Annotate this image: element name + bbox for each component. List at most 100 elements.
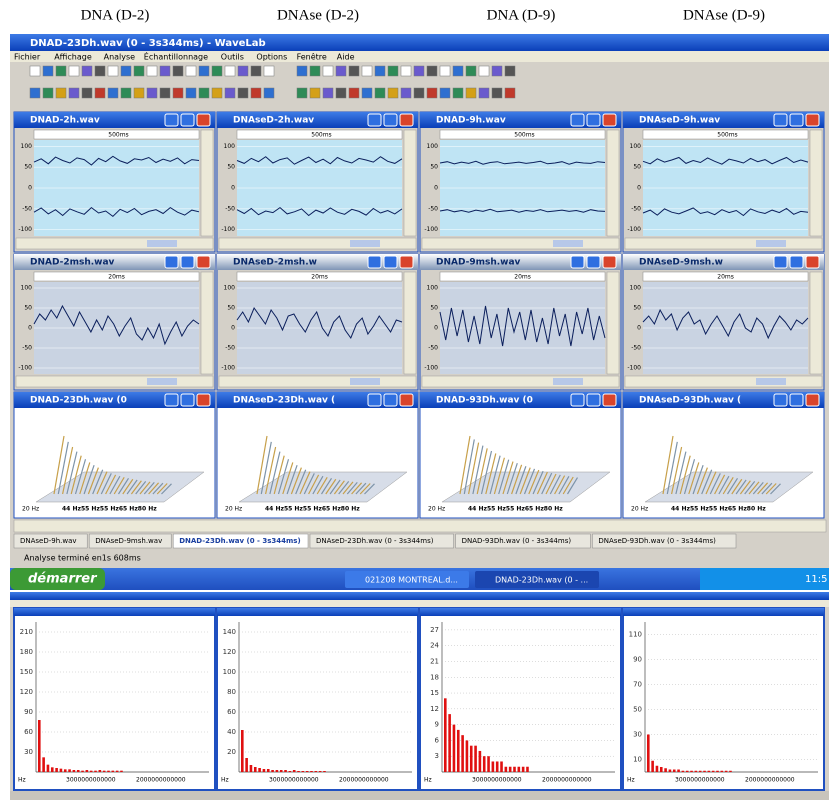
toolbar-icon[interactable] xyxy=(172,65,184,77)
scroll-thumb[interactable] xyxy=(147,240,177,247)
toolbar-icon[interactable] xyxy=(504,87,516,99)
toolbar-icon[interactable] xyxy=(29,65,41,77)
window-button[interactable] xyxy=(367,255,382,269)
toolbar-icon[interactable] xyxy=(94,65,106,77)
menu-item[interactable]: Outils xyxy=(221,53,244,62)
toolbar-icon[interactable] xyxy=(159,87,171,99)
window-button[interactable] xyxy=(399,113,414,127)
toolbar-icon[interactable] xyxy=(146,65,158,77)
toolbar-icon[interactable] xyxy=(309,87,321,99)
toolbar-icon[interactable] xyxy=(387,65,399,77)
toolbar-icon[interactable] xyxy=(426,65,438,77)
toolbar-icon[interactable] xyxy=(400,87,412,99)
menu-item[interactable]: Échantillonnage xyxy=(144,51,208,62)
toolbar-icon[interactable] xyxy=(55,87,67,99)
menu-item[interactable]: Aide xyxy=(337,53,355,62)
window-button[interactable] xyxy=(383,393,398,407)
window-button[interactable] xyxy=(196,255,211,269)
toolbar-icon[interactable] xyxy=(159,65,171,77)
scroll-thumb[interactable] xyxy=(147,378,177,385)
toolbar-icon[interactable] xyxy=(465,87,477,99)
scroll-thumb[interactable] xyxy=(350,240,380,247)
toolbar-icon[interactable] xyxy=(237,87,249,99)
window-button[interactable] xyxy=(773,393,788,407)
toolbar-icon[interactable] xyxy=(322,87,334,99)
scroll-thumb[interactable] xyxy=(756,240,786,247)
toolbar-icon[interactable] xyxy=(68,87,80,99)
window-button[interactable] xyxy=(602,255,617,269)
toolbar-icon[interactable] xyxy=(361,87,373,99)
toolbar-icon[interactable] xyxy=(413,65,425,77)
toolbar-icon[interactable] xyxy=(348,87,360,99)
window-button[interactable] xyxy=(789,113,804,127)
toolbar-icon[interactable] xyxy=(42,87,54,99)
window-button[interactable] xyxy=(570,113,585,127)
toolbar-icon[interactable] xyxy=(250,87,262,99)
toolbar-icon[interactable] xyxy=(322,65,334,77)
toolbar-icon[interactable] xyxy=(198,65,210,77)
scroll-thumb[interactable] xyxy=(553,378,583,385)
window-button[interactable] xyxy=(180,255,195,269)
window-button[interactable] xyxy=(773,255,788,269)
window-button[interactable] xyxy=(586,255,601,269)
toolbar-icon[interactable] xyxy=(335,65,347,77)
toolbar-icon[interactable] xyxy=(250,65,262,77)
window-button[interactable] xyxy=(602,113,617,127)
toolbar-icon[interactable] xyxy=(224,65,236,77)
window-button[interactable] xyxy=(367,113,382,127)
toolbar-icon[interactable] xyxy=(55,65,67,77)
window-button[interactable] xyxy=(805,393,820,407)
tab[interactable] xyxy=(309,533,454,549)
tab[interactable] xyxy=(13,533,88,549)
window-button[interactable] xyxy=(602,393,617,407)
toolbar-icon[interactable] xyxy=(426,87,438,99)
window-button[interactable] xyxy=(367,393,382,407)
toolbar-icon[interactable] xyxy=(185,65,197,77)
toolbar-icon[interactable] xyxy=(133,65,145,77)
window-button[interactable] xyxy=(586,393,601,407)
toolbar-icon[interactable] xyxy=(309,65,321,77)
toolbar-icon[interactable] xyxy=(491,87,503,99)
window-button[interactable] xyxy=(570,255,585,269)
toolbar-icon[interactable] xyxy=(374,65,386,77)
toolbar-icon[interactable] xyxy=(81,87,93,99)
toolbar-icon[interactable] xyxy=(335,87,347,99)
tab[interactable] xyxy=(88,533,172,549)
task-button[interactable] xyxy=(475,571,599,588)
menu-item[interactable]: Affichage xyxy=(54,53,92,62)
menu-item[interactable]: Options xyxy=(256,53,287,62)
tab[interactable] xyxy=(172,533,309,549)
toolbar-icon[interactable] xyxy=(387,87,399,99)
menu-item[interactable]: Fenêtre xyxy=(297,52,327,62)
menu-item[interactable]: Fichier xyxy=(14,53,41,62)
window-button[interactable] xyxy=(399,255,414,269)
window-button[interactable] xyxy=(164,393,179,407)
toolbar-icon[interactable] xyxy=(478,87,490,99)
window-button[interactable] xyxy=(805,113,820,127)
window-button[interactable] xyxy=(164,113,179,127)
toolbar-icon[interactable] xyxy=(491,65,503,77)
window-button[interactable] xyxy=(164,255,179,269)
toolbar-icon[interactable] xyxy=(68,65,80,77)
toolbar-icon[interactable] xyxy=(198,87,210,99)
toolbar-icon[interactable] xyxy=(478,65,490,77)
window-button[interactable] xyxy=(773,113,788,127)
scroll-thumb[interactable] xyxy=(756,378,786,385)
scroll-thumb[interactable] xyxy=(553,240,583,247)
toolbar-icon[interactable] xyxy=(107,65,119,77)
toolbar-icon[interactable] xyxy=(133,87,145,99)
scroll-thumb[interactable] xyxy=(350,378,380,385)
toolbar-icon[interactable] xyxy=(374,87,386,99)
window-button[interactable] xyxy=(586,113,601,127)
toolbar-icon[interactable] xyxy=(400,65,412,77)
toolbar-icon[interactable] xyxy=(263,65,275,77)
window-button[interactable] xyxy=(180,393,195,407)
toolbar-icon[interactable] xyxy=(94,87,106,99)
window-button[interactable] xyxy=(789,255,804,269)
window-button[interactable] xyxy=(196,113,211,127)
menu-item[interactable]: Analyse xyxy=(104,53,136,62)
toolbar-icon[interactable] xyxy=(185,87,197,99)
toolbar-icon[interactable] xyxy=(413,87,425,99)
toolbar-icon[interactable] xyxy=(237,65,249,77)
toolbar-icon[interactable] xyxy=(263,87,275,99)
